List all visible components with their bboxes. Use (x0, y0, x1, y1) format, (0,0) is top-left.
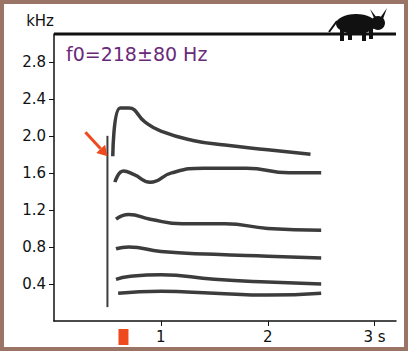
svg-text:1.6: 1.6 (22, 164, 46, 182)
svg-text:1: 1 (156, 328, 166, 346)
svg-text:2: 2 (263, 328, 273, 346)
svg-text:f0=218±80 Hz: f0=218±80 Hz (66, 43, 207, 65)
svg-text:3 s: 3 s (364, 328, 386, 346)
svg-text:0.8: 0.8 (22, 238, 46, 256)
svg-text:2.0: 2.0 (22, 127, 46, 145)
svg-text:0.4: 0.4 (22, 275, 46, 293)
svg-text:kHz: kHz (26, 12, 54, 30)
svg-text:2.8: 2.8 (22, 53, 46, 71)
svg-text:1.2: 1.2 (22, 201, 46, 219)
svg-text:2.4: 2.4 (22, 90, 46, 108)
